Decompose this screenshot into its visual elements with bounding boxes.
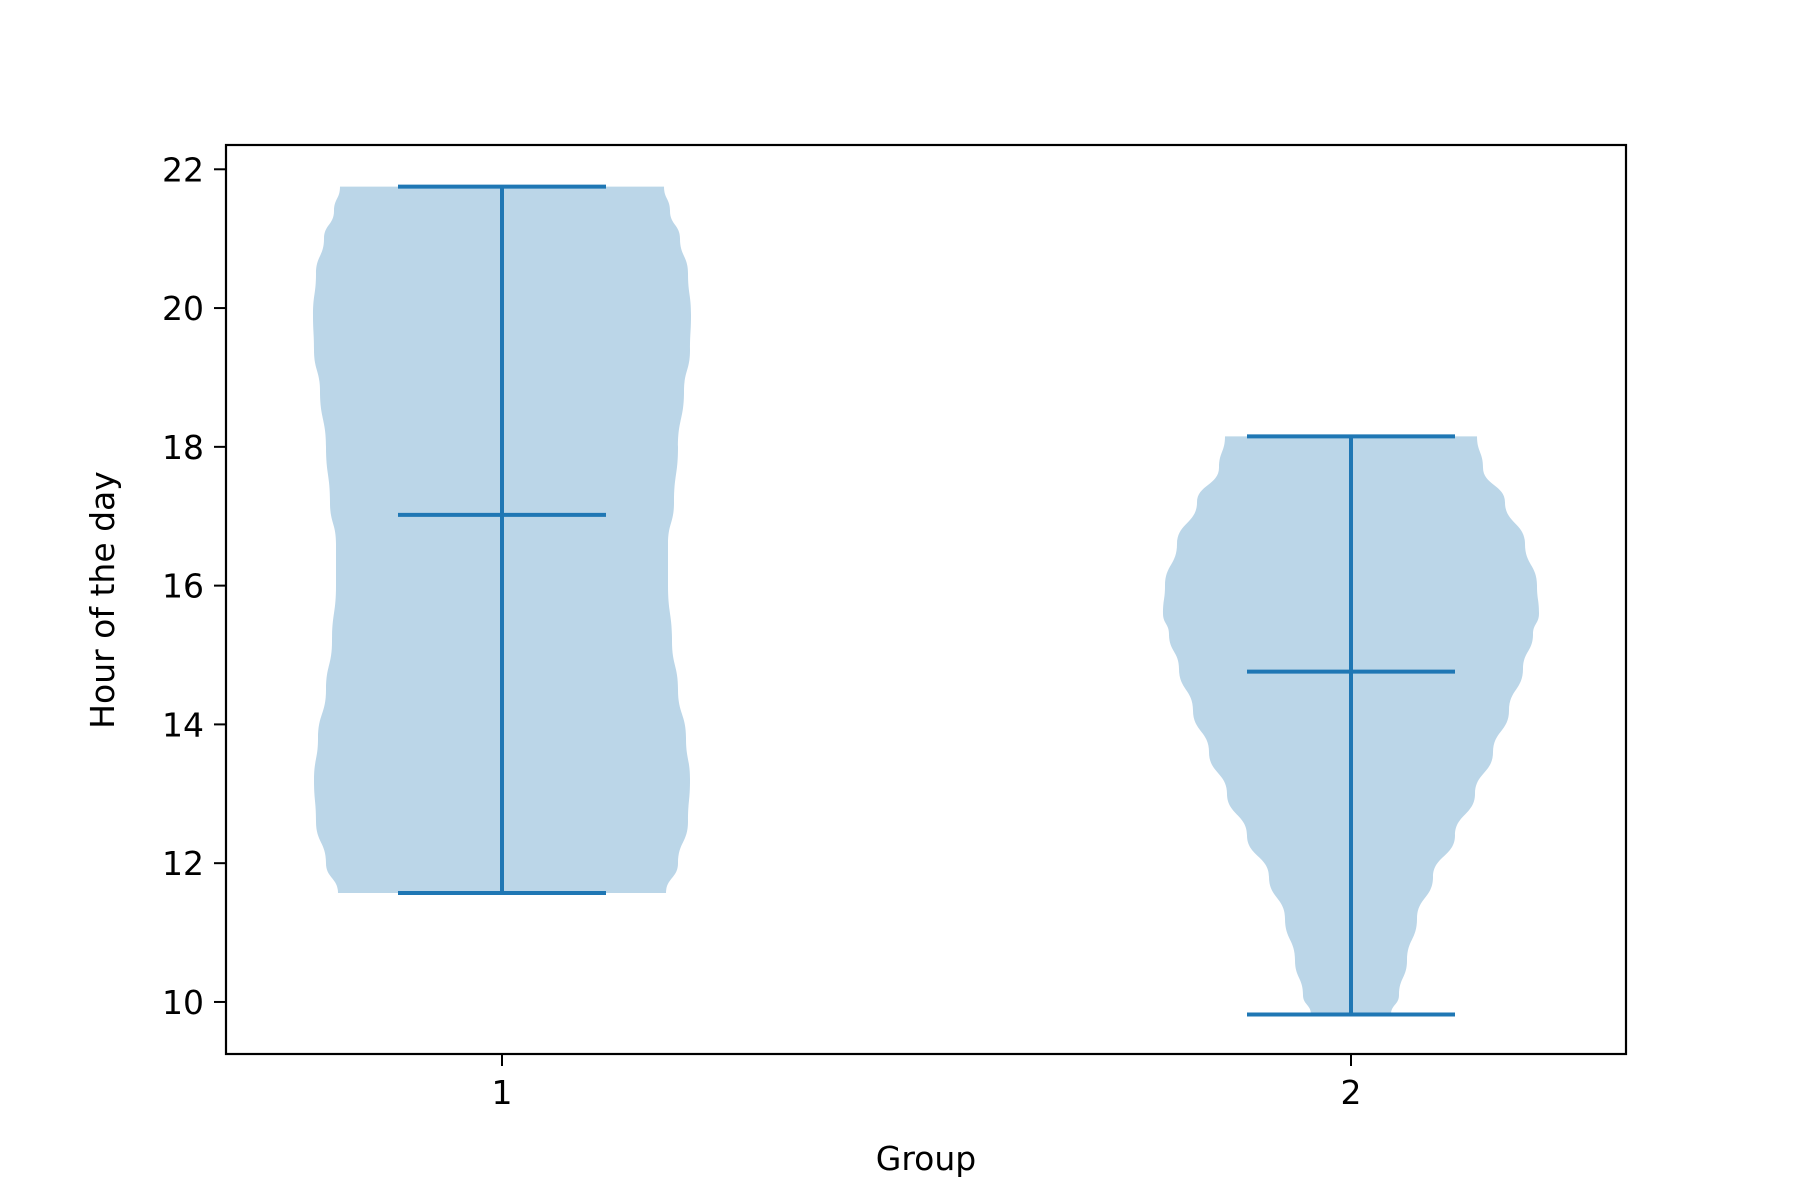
y-axis: 10 12 14 16 18 20 22 xyxy=(162,150,226,1022)
violin-layer xyxy=(313,184,1539,1017)
y-axis-label: Hour of the day xyxy=(83,471,122,729)
y-tick-label: 22 xyxy=(162,150,204,189)
y-tick-label: 12 xyxy=(162,844,204,883)
x-tick-label: 2 xyxy=(1341,1073,1362,1112)
y-tick-label: 16 xyxy=(162,567,204,606)
y-tick-label: 14 xyxy=(162,705,204,744)
plot-frame xyxy=(224,143,1628,1056)
y-tick-label: 18 xyxy=(162,428,204,467)
violin-group-1 xyxy=(313,184,691,896)
y-tick-label: 20 xyxy=(162,289,204,328)
violin-group-2 xyxy=(1163,434,1539,1017)
x-axis-label: Group xyxy=(876,1139,976,1178)
x-tick-label: 1 xyxy=(492,1073,513,1112)
y-tick-label: 10 xyxy=(162,983,204,1022)
